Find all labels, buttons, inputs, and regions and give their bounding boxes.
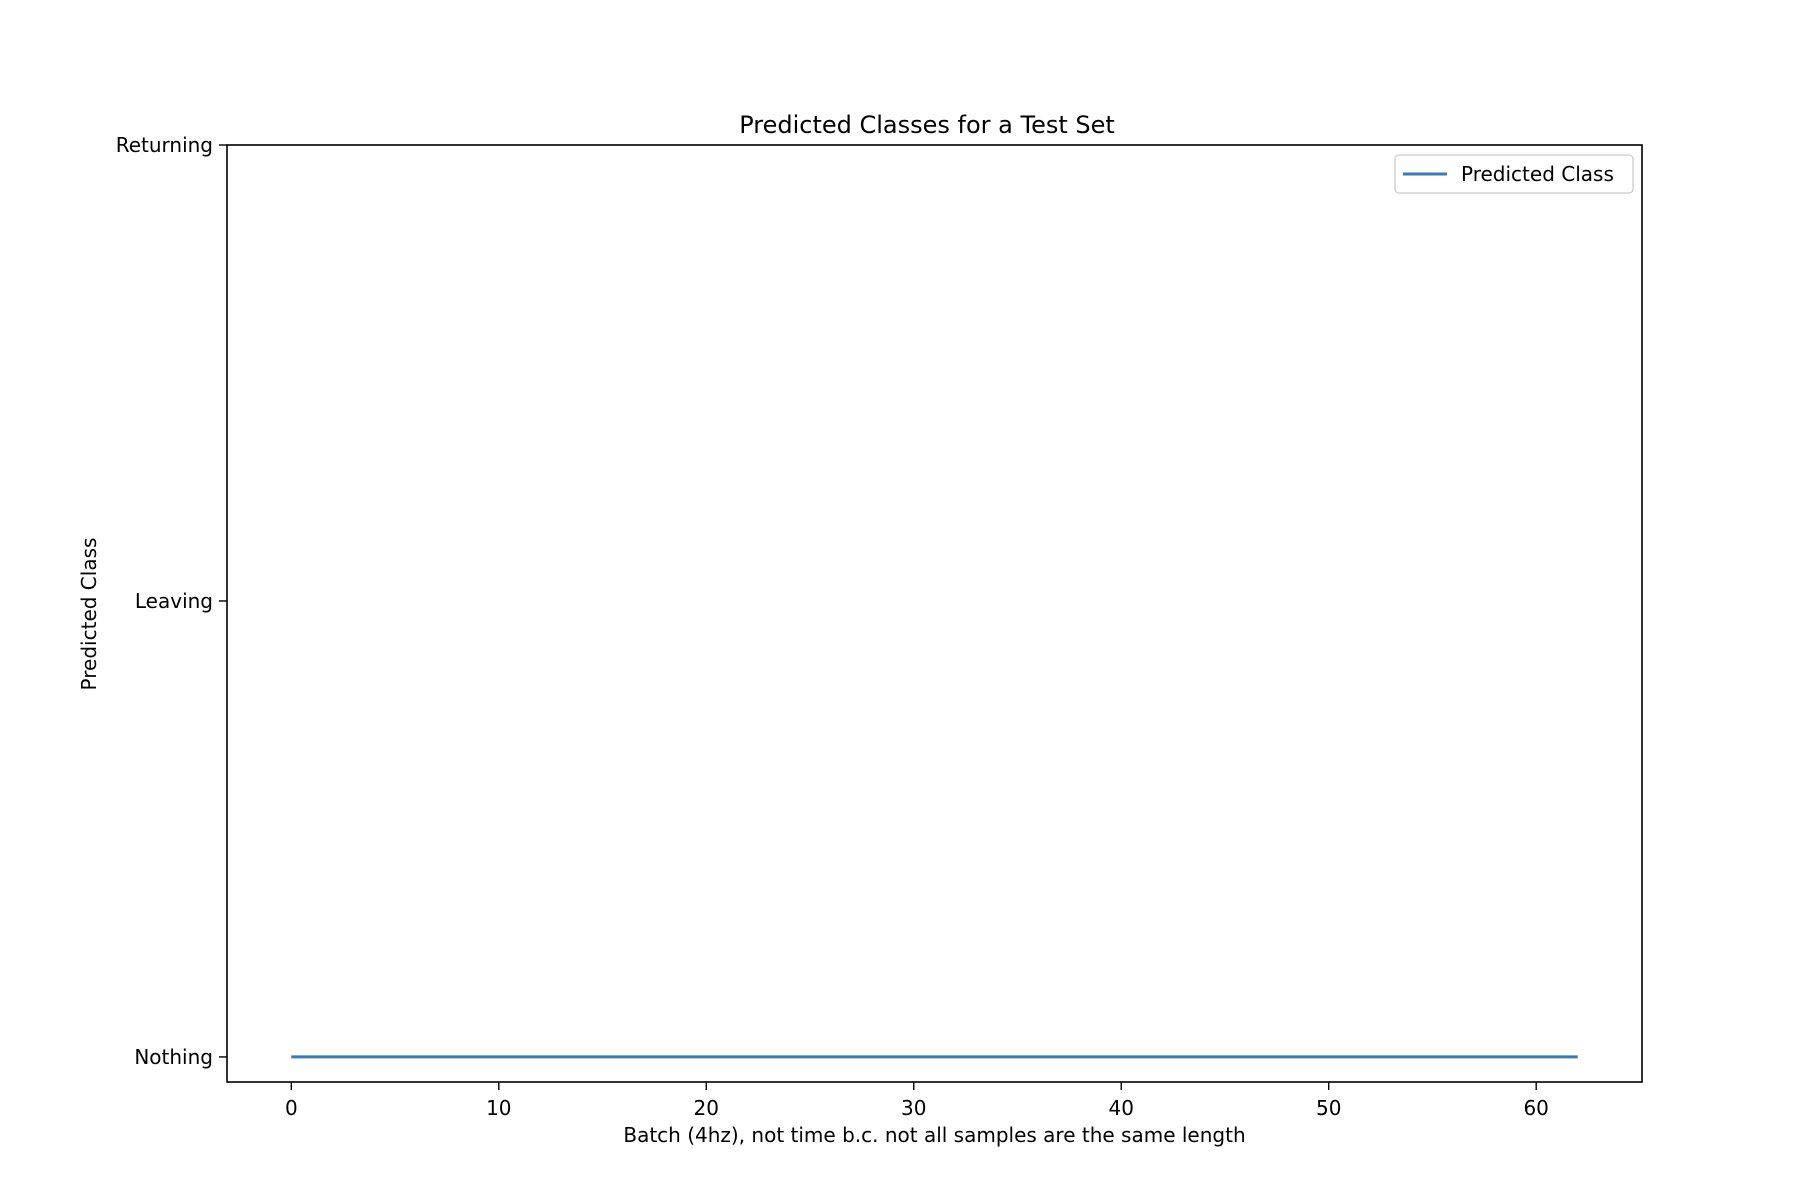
x-tick-label: 50 [1316,1096,1341,1120]
x-tick-label: 10 [486,1096,511,1120]
x-tick-label: 30 [901,1096,926,1120]
legend-label-predicted-class: Predicted Class [1461,162,1614,186]
legend-box [1394,154,1634,194]
legend: Predicted Class [1394,154,1634,194]
x-tick-label: 20 [694,1096,719,1120]
chart-title: Predicted Classes for a Test Set [739,111,1115,139]
x-tick-label: 40 [1109,1096,1134,1120]
y-axis: Nothing Leaving Returning [116,133,227,1069]
x-axis-label: Batch (4hz), not time b.c. not all sampl… [623,1123,1245,1147]
y-tick-label: Returning [116,133,213,157]
x-tick-label: 0 [285,1096,298,1120]
y-axis-label: Predicted Class [77,538,101,691]
plot-frame [226,144,1643,1083]
x-axis: 0 10 20 30 40 50 60 [285,1082,1549,1120]
y-tick-label: Nothing [134,1045,213,1069]
x-tick-label: 60 [1523,1096,1548,1120]
y-tick-label: Leaving [135,589,213,613]
